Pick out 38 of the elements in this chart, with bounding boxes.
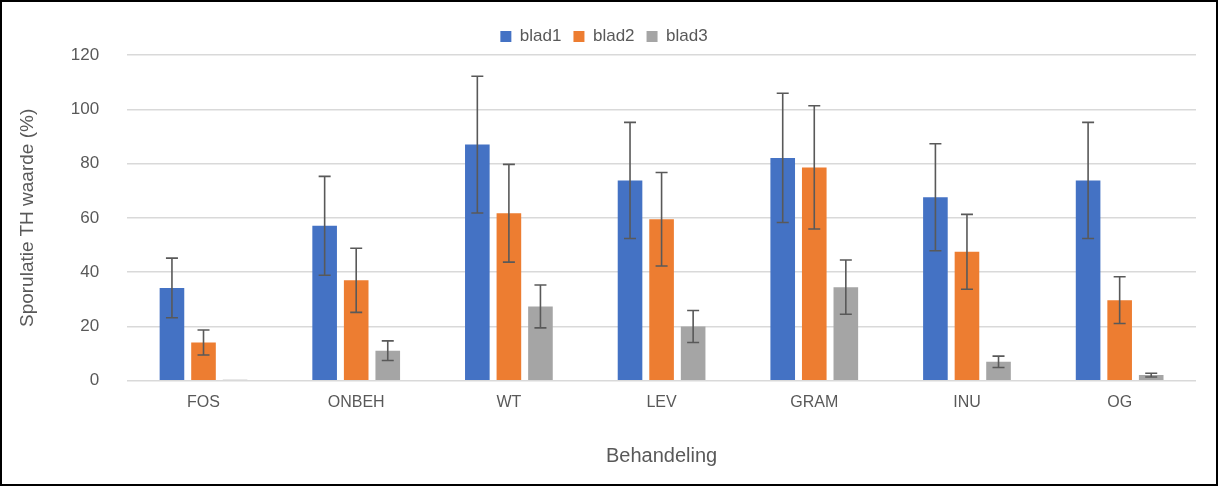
bar: [833, 287, 859, 381]
x-axis-title: Behandeling: [605, 443, 718, 466]
bar: [986, 361, 1011, 381]
bar: [954, 251, 980, 381]
x-tick-label: GRAM: [790, 392, 839, 410]
bar: [1107, 300, 1132, 381]
y-tick-label: 120: [70, 44, 100, 64]
x-tick-label: OG: [1107, 392, 1133, 410]
bar: [528, 306, 553, 381]
x-tick-label: ONBEH: [327, 392, 385, 410]
legend-label: blad2: [592, 26, 635, 46]
x-tick-label: INU: [953, 392, 981, 410]
y-tick-label: 80: [80, 153, 100, 173]
legend-label: blad3: [666, 26, 708, 46]
y-tick-label: 0: [89, 370, 100, 390]
y-tick-label: 60: [80, 207, 100, 227]
bar: [159, 287, 185, 381]
bar: [343, 280, 369, 381]
y-tick-label: 20: [80, 316, 100, 336]
x-tick-label: LEV: [646, 392, 678, 410]
bar: [375, 350, 401, 381]
bar: [465, 144, 490, 381]
bar: [1075, 180, 1101, 381]
bar: [801, 167, 827, 381]
bar: [617, 180, 643, 381]
x-tick-label: WT: [496, 392, 522, 410]
bar: [496, 213, 522, 381]
y-tick-label: 40: [80, 261, 100, 281]
y-axis-title: Sporulatie TH waarde (%): [15, 108, 37, 328]
bar: [312, 225, 337, 381]
bar: [923, 197, 948, 381]
bar: [680, 326, 706, 381]
x-tick-label: FOS: [187, 392, 220, 410]
bar: [191, 342, 216, 381]
bar: [770, 157, 796, 381]
legend-label: blad1: [519, 26, 562, 46]
bar: [649, 219, 674, 381]
y-tick-label: 100: [70, 98, 100, 118]
